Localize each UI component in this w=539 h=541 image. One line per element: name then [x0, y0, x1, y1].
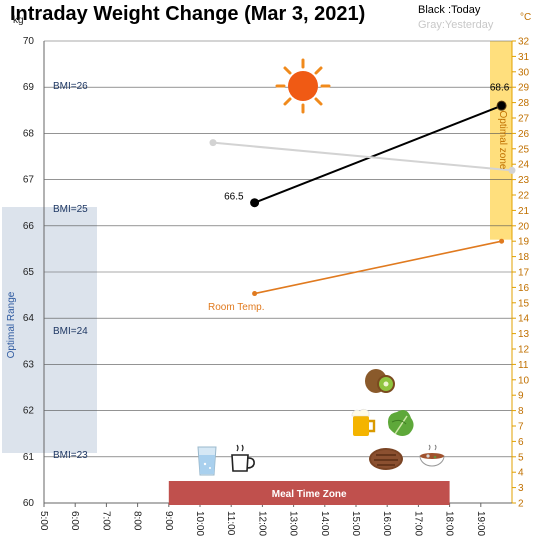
bmi-label: BMI=26: [53, 81, 88, 92]
y2-tick-label: 26: [518, 129, 530, 140]
meal-time-zone-bar: [168, 481, 450, 505]
kiwi-icon: [365, 369, 395, 393]
y2-tick-label: 12: [518, 345, 530, 356]
x-tick-label: 10:00: [194, 511, 205, 536]
bmi-label: BMI=25: [53, 204, 88, 215]
right-unit-label: °C: [520, 12, 531, 23]
y2-tick-label: 13: [518, 329, 530, 340]
x-tick-label: 9:00: [163, 511, 174, 531]
steak-icon: [369, 448, 403, 470]
x-tick-label: 16:00: [381, 511, 392, 536]
y2-tick-label: 28: [518, 98, 530, 109]
y2-tick-label: 29: [518, 83, 530, 94]
legend-today: Black :Today: [418, 4, 481, 16]
y2-tick-label: 9: [518, 391, 524, 402]
right-axis-ticks: 2345678910111213141516171819202122232425…: [512, 37, 530, 510]
x-tick-label: 12:00: [256, 511, 267, 536]
y2-tick-label: 3: [518, 483, 524, 494]
x-tick-label: 15:00: [350, 511, 361, 536]
series-line-room-temp: [254, 240, 502, 295]
y-tick-label: 70: [23, 36, 35, 47]
x-tick-label: 18:00: [444, 511, 455, 536]
beer-mug-icon: [351, 408, 376, 436]
y2-tick-label: 4: [518, 468, 524, 479]
left-unit-label: kg: [13, 15, 24, 26]
y-tick-label: 67: [23, 175, 35, 186]
y-tick-label: 64: [23, 313, 35, 324]
data-point: [252, 291, 258, 297]
data-point: [499, 238, 505, 244]
y-tick-label: 60: [23, 498, 35, 509]
y2-tick-label: 23: [518, 175, 530, 186]
y2-tick-label: 25: [518, 144, 530, 155]
gridlines: [44, 40, 512, 458]
data-point: [508, 166, 516, 174]
y-tick-label: 65: [23, 267, 35, 278]
y-tick-label: 61: [23, 452, 35, 463]
bmi-label: BMI=24: [53, 326, 88, 337]
x-tick-label: 19:00: [475, 511, 486, 536]
bmi-label: BMI=23: [53, 450, 88, 461]
x-tick-label: 5:00: [38, 511, 49, 531]
y2-tick-label: 14: [518, 314, 530, 325]
x-axis-ticks: 5:00 6:00 7:00 8:00 9:00 10:00 11:00 12:00 13:00…: [38, 503, 486, 536]
lettuce-icon: [388, 410, 414, 436]
y2-tick-label: 22: [518, 191, 530, 202]
y2-tick-label: 5: [518, 452, 524, 463]
y-tick-label: 68: [23, 128, 35, 139]
y2-tick-label: 8: [518, 406, 524, 417]
series-line-today: [254, 104, 502, 204]
y2-tick-label: 17: [518, 268, 530, 279]
x-tick-label: 6:00: [69, 511, 80, 531]
optimal-range-band: [2, 207, 97, 453]
x-tick-label: 13:00: [288, 511, 299, 536]
y2-tick-label: 10: [518, 375, 530, 386]
y2-tick-label: 24: [518, 160, 530, 171]
data-point: [496, 100, 507, 111]
chart-title: Intraday Weight Change (Mar 3, 2021): [10, 3, 365, 25]
y2-tick-label: 18: [518, 252, 530, 263]
water-glass-icon: [197, 446, 217, 476]
optimal-zone-band: [490, 41, 512, 240]
y2-tick-label: 19: [518, 237, 530, 248]
legend-yesterday: Gray:Yesterday: [418, 19, 494, 31]
coffee-cup-icon: [231, 444, 255, 472]
data-point: [250, 198, 260, 208]
optimal-range-label: Optimal Range: [6, 291, 17, 358]
data-point: [209, 139, 217, 147]
y2-tick-label: 30: [518, 67, 530, 78]
sun-icon: [275, 58, 331, 114]
y2-tick-label: 27: [518, 114, 530, 125]
y2-tick-label: 16: [518, 283, 530, 294]
x-tick-label: 8:00: [132, 511, 143, 531]
x-tick-label: 14:00: [319, 511, 330, 536]
series-line-yesterday: [212, 141, 513, 172]
x-tick-label: 17:00: [412, 511, 423, 536]
data-label: 66.5: [224, 192, 244, 203]
x-tick-label: 11:00: [225, 511, 236, 536]
y2-tick-label: 31: [518, 52, 530, 63]
y2-tick-label: 20: [518, 221, 530, 232]
left-axis-ticks: 60 61 62 63 64 65 66 67 68 69 70: [23, 36, 35, 509]
x-tick-label: 7:00: [100, 511, 111, 531]
y2-tick-label: 7: [518, 422, 524, 433]
meal-time-zone-label: Meal Time Zone: [272, 489, 347, 500]
optimal-zone-label: Optimal zone: [497, 111, 508, 170]
y-tick-label: 69: [23, 82, 35, 93]
y2-tick-label: 11: [518, 360, 529, 371]
series-group: 66.5 68.6: [209, 83, 516, 297]
y2-tick-label: 32: [518, 37, 530, 48]
y2-tick-label: 15: [518, 298, 530, 309]
y-tick-label: 66: [23, 221, 35, 232]
room-temp-label: Room Temp.: [208, 302, 265, 313]
y-tick-label: 62: [23, 406, 35, 417]
y2-tick-label: 21: [518, 206, 530, 217]
bmi-labels: BMI=26 BMI=25 BMI=24 BMI=23: [53, 81, 88, 461]
y2-tick-label: 2: [518, 499, 524, 510]
y-tick-label: 63: [23, 359, 35, 370]
y2-tick-label: 6: [518, 437, 524, 448]
soup-bowl-icon: [419, 444, 445, 467]
data-label: 68.6: [490, 83, 510, 94]
